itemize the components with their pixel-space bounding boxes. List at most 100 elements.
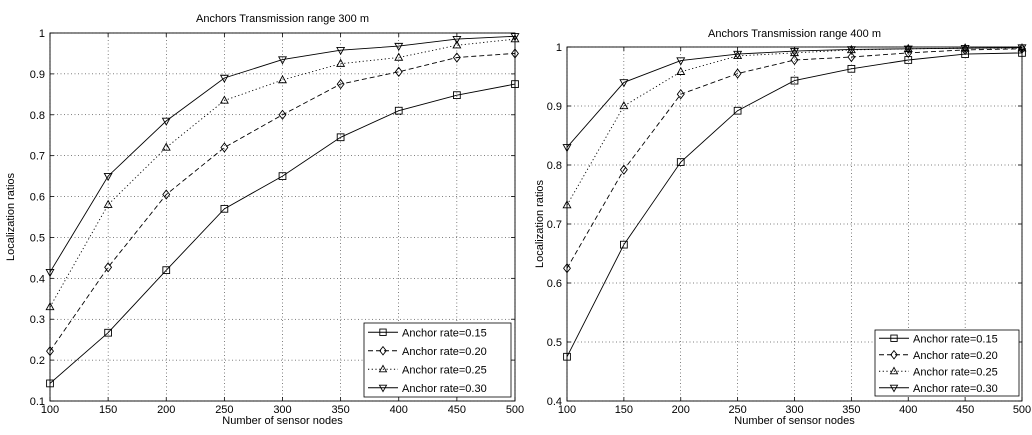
chart-1: 100 150 200 250 300 350 400 450 500 0.1 0.2 0.3 0.4 0… xyxy=(5,13,524,427)
data-point xyxy=(733,106,742,115)
legend-marker xyxy=(378,384,388,393)
data-point xyxy=(847,51,856,63)
x-tick-label: 450 xyxy=(448,404,466,416)
data-point xyxy=(336,133,345,142)
x-tick-label: 250 xyxy=(728,404,746,416)
legend-label: Anchor rate=0.30 xyxy=(402,383,487,395)
data-point xyxy=(336,58,346,67)
y-tick-label: 0.8 xyxy=(30,110,45,122)
x-tick-label: 500 xyxy=(506,404,524,416)
y-tick-label: 0.6 xyxy=(30,192,45,204)
chart-title: Anchors Transmission range 300 m xyxy=(196,13,369,25)
series-1 xyxy=(46,80,519,388)
data-point xyxy=(960,45,970,54)
data-point xyxy=(733,50,743,60)
data-point xyxy=(1018,49,1026,57)
legend-label: Anchor rate=0.15 xyxy=(913,333,998,345)
series-line xyxy=(49,52,516,352)
y-tick-label: 1 xyxy=(556,42,562,54)
chart-2: 100 150 200 250 300 350 400 450 500 0.4 0.5 0.6 0.7 0… xyxy=(534,28,1031,427)
data-point xyxy=(619,79,629,88)
data-point xyxy=(453,91,461,100)
x-tick-label: 300 xyxy=(785,404,803,416)
legend-label: Anchor rate=0.30 xyxy=(913,383,998,395)
data-point xyxy=(846,46,856,55)
series-3 xyxy=(45,34,520,311)
y-tick-label: 0.7 xyxy=(547,219,562,231)
y-tick-label: 0.4 xyxy=(547,396,562,408)
series-line xyxy=(49,83,516,384)
data-point xyxy=(789,47,800,57)
legend-box xyxy=(363,322,512,398)
data-point xyxy=(277,75,288,84)
y-tick-label: 0.6 xyxy=(547,278,562,290)
data-point xyxy=(103,199,113,208)
legend-marker xyxy=(890,349,898,360)
chart-title: Anchors Transmission range 400 m xyxy=(708,28,881,40)
data-point xyxy=(103,172,113,182)
legend-marker xyxy=(889,384,899,393)
data-point xyxy=(619,100,629,110)
data-point xyxy=(790,54,799,66)
data-point xyxy=(161,117,171,126)
data-point xyxy=(45,269,55,278)
x-tick-label: 400 xyxy=(390,404,408,416)
data-point xyxy=(220,204,229,213)
data-point xyxy=(563,352,571,361)
x-tick-label: 400 xyxy=(899,404,917,416)
x-tick-label: 450 xyxy=(956,404,974,416)
data-point xyxy=(452,35,462,45)
legend-marker xyxy=(889,366,899,375)
data-point xyxy=(903,45,913,54)
legend-marker xyxy=(379,345,387,356)
y-tick-label: 1 xyxy=(39,28,45,40)
data-point xyxy=(278,172,287,180)
data-point xyxy=(162,266,171,275)
data-point xyxy=(45,301,55,311)
y-tick-label: 0.9 xyxy=(547,101,562,113)
data-point xyxy=(336,78,345,90)
legend: Anchor rate=0.15 Anchor rate=0.20 Anchor r… xyxy=(363,322,512,398)
y-tick-label: 0.3 xyxy=(30,314,45,326)
data-point xyxy=(46,379,54,388)
data-point xyxy=(511,80,519,88)
data-point xyxy=(104,262,113,273)
legend-marker xyxy=(378,364,388,373)
x-tick-label: 150 xyxy=(99,404,117,416)
x-tick-label: 350 xyxy=(331,404,349,416)
x-tick-label: 500 xyxy=(1013,404,1031,416)
data-point xyxy=(676,89,685,100)
data-point xyxy=(219,95,229,104)
data-point xyxy=(619,164,628,175)
x-tick-label: 150 xyxy=(615,404,633,416)
x-tick-label: 100 xyxy=(558,404,576,416)
data-point xyxy=(903,43,913,52)
series-line xyxy=(566,47,1023,148)
data-point xyxy=(563,263,571,274)
data-point xyxy=(562,144,572,153)
data-point xyxy=(219,74,229,83)
series-4 xyxy=(562,44,1027,153)
data-point xyxy=(162,189,171,200)
data-point xyxy=(394,66,403,78)
data-point xyxy=(510,34,520,43)
y-tick-label: 0.5 xyxy=(547,337,562,349)
data-point xyxy=(733,68,742,79)
series-line xyxy=(49,35,516,273)
data-point xyxy=(394,42,404,52)
x-tick-label: 250 xyxy=(215,404,233,416)
data-point xyxy=(904,56,913,64)
data-point xyxy=(676,57,686,66)
data-point xyxy=(511,48,519,59)
data-point xyxy=(847,64,856,73)
data-point xyxy=(562,200,572,209)
data-point xyxy=(676,66,686,75)
data-point xyxy=(960,43,970,52)
y-tick-label: 0.7 xyxy=(30,151,45,163)
data-point xyxy=(452,52,461,63)
data-point xyxy=(676,158,685,166)
y-tick-label: 0.4 xyxy=(30,273,45,285)
x-axis-label: Number of sensor nodes xyxy=(734,415,855,427)
x-tick-label: 100 xyxy=(41,404,59,416)
